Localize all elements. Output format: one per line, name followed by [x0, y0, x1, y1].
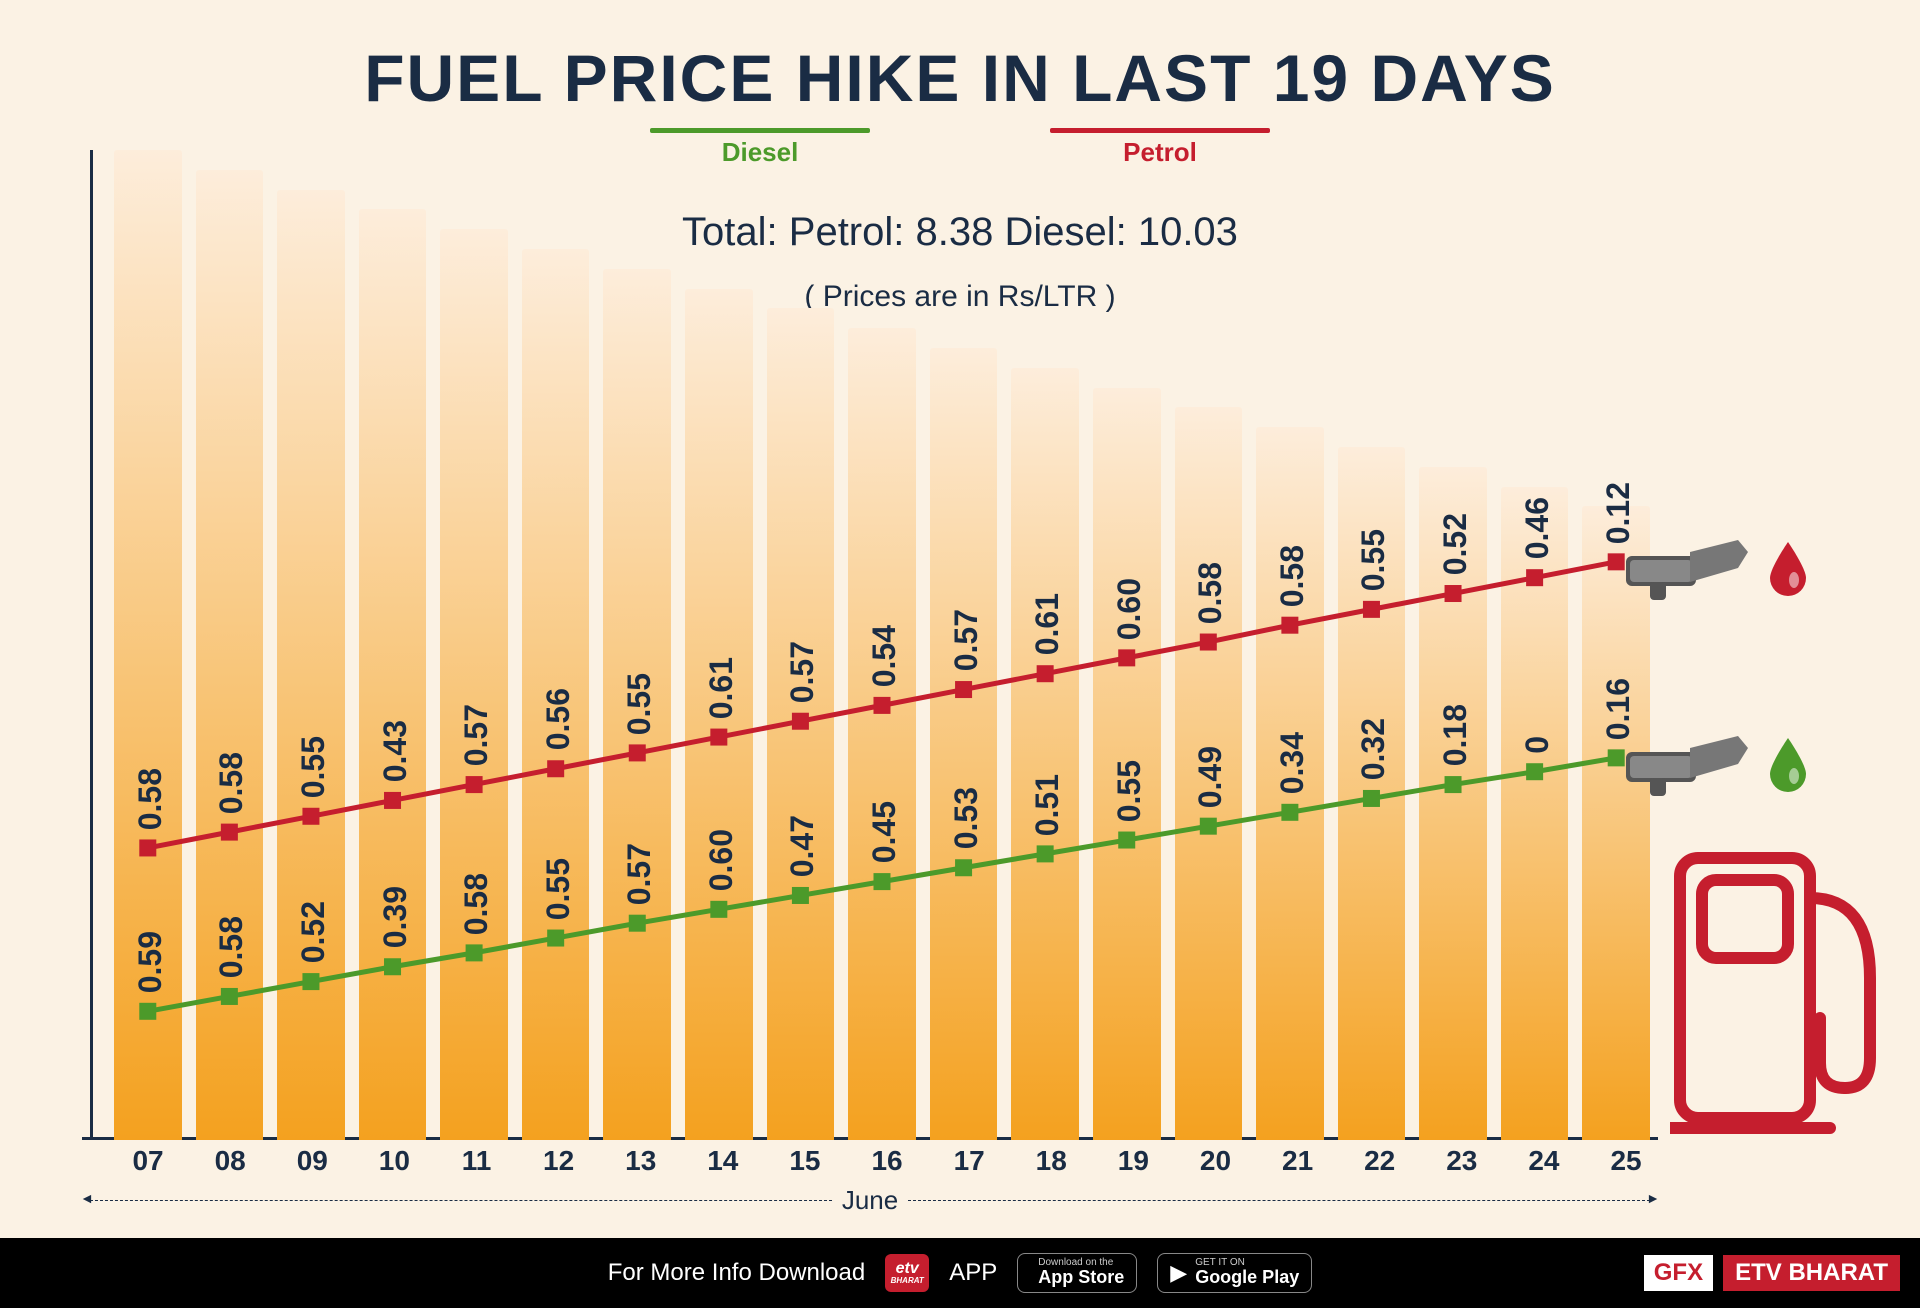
etv-chip-line2: BHARAT: [891, 1277, 924, 1285]
series-marker: [1119, 650, 1135, 666]
fuel-pump-icon: [1670, 838, 1880, 1138]
series-marker: [874, 874, 890, 890]
x-tick-label: 19: [1099, 1145, 1167, 1177]
series-marker: [385, 959, 401, 975]
series-marker: [1200, 818, 1216, 834]
series-marker: [140, 1003, 156, 1019]
x-tick-label: 08: [196, 1145, 264, 1177]
x-tick-label: 17: [935, 1145, 1003, 1177]
series-marker: [1282, 804, 1298, 820]
x-tick-label: 10: [360, 1145, 428, 1177]
x-labels: 07 08 09 10 11 12 13 14 15 16 17 18 19 20 21 22 23 24 25: [100, 1145, 1660, 1177]
series-marker: [1363, 601, 1379, 617]
x-tick-label: 20: [1181, 1145, 1249, 1177]
series-marker: [711, 901, 727, 917]
series-marker: [1200, 634, 1216, 650]
series-marker: [1037, 846, 1053, 862]
x-tick-label: 11: [442, 1145, 510, 1177]
legend-swatch-diesel: [650, 128, 870, 133]
x-tick-label: 22: [1346, 1145, 1414, 1177]
x-axis-title-text: June: [842, 1185, 898, 1216]
x-tick-label: 14: [689, 1145, 757, 1177]
petrol-nozzle-icon: [1620, 522, 1750, 602]
series-marker: [466, 945, 482, 961]
series-marker: [1363, 790, 1379, 806]
gfx-label: GFX: [1644, 1255, 1713, 1291]
series-marker: [221, 824, 237, 840]
etv-app-icon: etv BHARAT: [885, 1254, 929, 1292]
series-marker: [466, 777, 482, 793]
infographic-canvas: FUEL PRICE HIKE IN LAST 19 DAYS Diesel P…: [0, 0, 1920, 1308]
footer-app-label: APP: [949, 1259, 997, 1287]
x-tick-label: 18: [1017, 1145, 1085, 1177]
series-marker: [1119, 832, 1135, 848]
x-tick-label: 12: [525, 1145, 593, 1177]
etv-chip-line1: etv: [896, 1261, 919, 1277]
x-range-arrow-left: [90, 1200, 832, 1201]
series-marker: [303, 808, 319, 824]
x-axis-title: June: [90, 1185, 1650, 1216]
petrol-drop-icon: [1766, 540, 1810, 596]
x-tick-label: 25: [1592, 1145, 1660, 1177]
series-marker: [1527, 764, 1543, 780]
play-big: Google Play: [1195, 1268, 1299, 1288]
footer-bar: For More Info Download etv BHARAT APP Do…: [0, 1238, 1920, 1308]
series-marker: [956, 682, 972, 698]
series-marker: [303, 974, 319, 990]
series-marker: [1527, 570, 1543, 586]
play-icon: ▶: [1170, 1260, 1187, 1286]
x-tick-label: 15: [771, 1145, 839, 1177]
chart-title: FUEL PRICE HIKE IN LAST 19 DAYS: [0, 40, 1920, 116]
series-marker: [629, 745, 645, 761]
x-tick-label: 09: [278, 1145, 346, 1177]
x-tick-label: 24: [1510, 1145, 1578, 1177]
y-axis: [90, 150, 93, 1140]
series-marker: [548, 761, 564, 777]
etv-bharat-label: ETV BHARAT: [1723, 1255, 1900, 1291]
chart-area: 0.590.580.520.390.580.550.570.600.470.45…: [90, 150, 1650, 1140]
diesel-drop-icon: [1766, 736, 1810, 792]
googleplay-badge[interactable]: ▶ GET IT ON Google Play: [1157, 1253, 1312, 1293]
x-tick-label: 23: [1428, 1145, 1496, 1177]
series-marker: [792, 887, 808, 903]
appstore-big: App Store: [1038, 1268, 1124, 1288]
x-tick-label: 16: [853, 1145, 921, 1177]
series-marker: [1282, 617, 1298, 633]
appstore-badge[interactable]: Download on the App Store: [1017, 1253, 1137, 1293]
series-marker: [385, 792, 401, 808]
footer-text: For More Info Download: [608, 1259, 865, 1287]
x-tick-label: 21: [1264, 1145, 1332, 1177]
series-marker: [1037, 666, 1053, 682]
footer-brand: GFX ETV BHARAT: [1644, 1255, 1900, 1291]
legend-swatch-petrol: [1050, 128, 1270, 133]
series-marker: [956, 860, 972, 876]
series-marker: [221, 988, 237, 1004]
series-marker: [792, 713, 808, 729]
series-marker: [140, 840, 156, 856]
lines-overlay: [100, 150, 1650, 1140]
x-range-arrow-right: [908, 1200, 1650, 1201]
series-marker: [1445, 586, 1461, 602]
series-marker: [548, 930, 564, 946]
series-marker: [629, 915, 645, 931]
series-marker: [711, 729, 727, 745]
series-marker: [1445, 777, 1461, 793]
x-tick-label: 13: [607, 1145, 675, 1177]
series-marker: [874, 697, 890, 713]
diesel-nozzle-icon: [1620, 718, 1750, 798]
x-tick-label: 07: [114, 1145, 182, 1177]
